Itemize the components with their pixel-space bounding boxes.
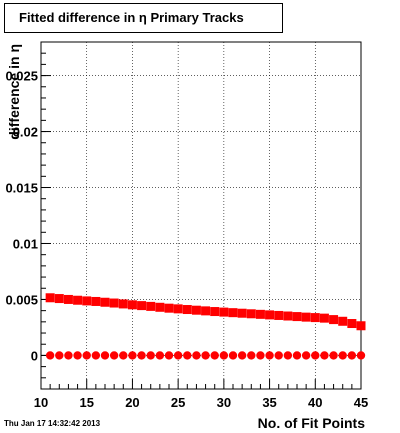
tick-labels: 10 15 20 25 30 35 40 45 0 0.005 0.01 0.015 0.02 0.025 xyxy=(5,69,368,410)
data-point-marker xyxy=(329,315,339,325)
data-point-marker xyxy=(237,308,247,318)
data-point-marker xyxy=(265,310,275,320)
data-point-marker xyxy=(183,351,192,360)
axis-ticks xyxy=(40,52,362,390)
data-point-marker xyxy=(173,304,183,314)
data-point-marker xyxy=(82,296,92,306)
data-point-marker xyxy=(192,351,201,360)
data-point-marker xyxy=(347,319,357,329)
data-point-marker xyxy=(127,300,137,310)
x-tick-label: 40 xyxy=(308,395,322,410)
data-point-marker xyxy=(356,351,366,360)
x-tick-label: 30 xyxy=(217,395,231,410)
x-tick-label: 20 xyxy=(125,395,139,410)
data-point-marker xyxy=(173,351,183,360)
data-point-marker xyxy=(164,351,174,360)
data-point-marker xyxy=(210,351,219,360)
data-point-marker xyxy=(237,351,247,360)
data-point-marker xyxy=(301,312,311,322)
y-tick-label: 0.025 xyxy=(5,69,38,84)
data-point-marker xyxy=(274,351,283,360)
data-point-marker xyxy=(301,351,311,360)
y-tick-label: 0.015 xyxy=(5,181,38,196)
data-point-marker xyxy=(274,310,284,320)
data-point-marker xyxy=(201,351,210,360)
grid-lines xyxy=(40,42,362,389)
plot-frame xyxy=(40,41,362,390)
chart-title: Fitted difference in η Primary Tracks xyxy=(19,10,244,25)
data-point-marker xyxy=(191,305,201,315)
y-tick-label: 0 xyxy=(31,348,38,363)
data-point-marker xyxy=(73,295,83,305)
x-tick-label: 25 xyxy=(171,395,185,410)
y-tick-label: 0.005 xyxy=(5,292,38,307)
data-point-marker xyxy=(64,351,73,360)
data-point-marker xyxy=(137,351,146,360)
data-markers xyxy=(45,293,366,360)
data-point-marker xyxy=(219,307,229,317)
data-point-marker xyxy=(82,351,91,360)
data-point-marker xyxy=(219,351,229,360)
data-point-marker xyxy=(356,321,366,331)
data-point-marker xyxy=(247,351,256,360)
y-axis-label: difference in η xyxy=(6,44,22,140)
data-point-marker xyxy=(146,351,155,360)
data-point-marker xyxy=(146,301,156,311)
data-point-marker xyxy=(100,297,110,307)
data-point-marker xyxy=(137,301,147,311)
data-point-marker xyxy=(338,351,347,360)
data-point-marker xyxy=(255,309,265,319)
timestamp: Thu Jan 17 14:32:42 2013 xyxy=(4,419,101,428)
x-tick-label: 45 xyxy=(354,395,368,410)
data-point-marker xyxy=(182,305,192,315)
data-point-marker xyxy=(338,316,348,326)
data-point-marker xyxy=(118,299,128,309)
x-tick-label: 15 xyxy=(79,395,93,410)
data-point-marker xyxy=(256,351,265,360)
data-point-marker xyxy=(54,294,64,304)
data-point-marker xyxy=(73,351,82,360)
data-point-marker xyxy=(320,351,329,360)
y-tick-label: 0.02 xyxy=(13,125,38,140)
data-point-marker xyxy=(91,351,101,360)
data-point-marker xyxy=(119,351,128,360)
data-point-marker xyxy=(45,351,55,360)
data-point-marker xyxy=(265,351,274,360)
data-point-marker xyxy=(292,351,302,360)
data-point-marker xyxy=(201,306,211,316)
data-point-marker xyxy=(246,309,256,319)
data-point-marker xyxy=(329,351,338,360)
y-tick-label: 0.01 xyxy=(13,236,38,251)
data-point-marker xyxy=(109,351,119,360)
data-point-marker xyxy=(228,308,238,318)
chart-title-box: Fitted difference in η Primary Tracks xyxy=(4,3,283,33)
data-point-marker xyxy=(63,294,73,304)
data-point-marker xyxy=(319,313,329,323)
data-point-marker xyxy=(283,311,293,321)
data-point-marker xyxy=(109,298,119,308)
data-point-marker xyxy=(91,296,101,306)
x-axis-label: No. of Fit Points xyxy=(258,415,366,431)
data-point-marker xyxy=(128,351,137,360)
data-point-marker xyxy=(155,351,165,360)
data-point-marker xyxy=(100,351,110,360)
x-tick-label: 10 xyxy=(34,395,48,410)
data-point-marker xyxy=(292,312,302,322)
data-point-marker xyxy=(155,302,165,312)
data-point-marker xyxy=(311,351,320,360)
data-point-marker xyxy=(45,293,55,303)
data-point-marker xyxy=(164,303,174,313)
data-point-marker xyxy=(55,351,64,360)
data-point-marker xyxy=(347,351,357,360)
data-point-marker xyxy=(210,307,220,317)
x-tick-label: 35 xyxy=(262,395,276,410)
data-point-marker xyxy=(283,351,293,360)
data-point-marker xyxy=(310,313,320,323)
data-point-marker xyxy=(228,351,238,360)
